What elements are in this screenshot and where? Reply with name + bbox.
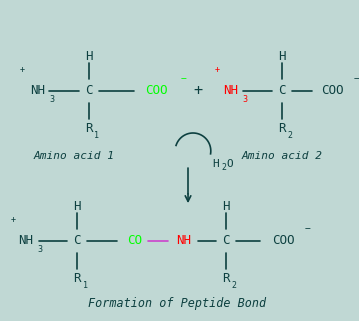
Text: −: −: [180, 74, 186, 84]
Text: C: C: [74, 235, 81, 247]
Text: NH: NH: [18, 235, 33, 247]
Text: Amino acid 1: Amino acid 1: [34, 151, 115, 161]
Text: CO: CO: [127, 235, 142, 247]
Text: NH: NH: [223, 84, 238, 98]
Text: C: C: [85, 84, 93, 98]
Text: O: O: [226, 159, 233, 169]
Text: +: +: [19, 65, 24, 74]
Text: H: H: [278, 49, 286, 63]
Text: NH: NH: [177, 235, 192, 247]
Text: COO: COO: [321, 84, 344, 98]
Text: 3: 3: [37, 245, 42, 254]
Text: H: H: [85, 49, 93, 63]
Text: −: −: [353, 74, 359, 84]
Text: C: C: [222, 235, 229, 247]
Text: R: R: [85, 122, 93, 134]
Text: 3: 3: [49, 94, 54, 103]
Text: +: +: [214, 65, 219, 74]
Text: R: R: [222, 272, 229, 284]
Text: C: C: [278, 84, 286, 98]
Text: Formation of Peptide Bond: Formation of Peptide Bond: [88, 297, 266, 309]
Text: +: +: [194, 83, 202, 99]
Text: +: +: [10, 214, 15, 223]
Text: Amino acid 2: Amino acid 2: [242, 151, 322, 161]
Text: −: −: [305, 224, 311, 234]
Text: 2: 2: [231, 281, 236, 290]
Text: 2: 2: [221, 163, 226, 172]
Text: NH: NH: [30, 84, 45, 98]
Text: R: R: [278, 122, 286, 134]
Text: 1: 1: [83, 281, 88, 290]
Text: 2: 2: [288, 131, 293, 140]
Text: 1: 1: [94, 131, 99, 140]
Text: R: R: [74, 272, 81, 284]
Text: H: H: [213, 159, 219, 169]
Text: COO: COO: [272, 235, 294, 247]
Text: H: H: [74, 199, 81, 213]
Text: 3: 3: [242, 94, 247, 103]
Text: COO: COO: [145, 84, 168, 98]
Text: H: H: [222, 199, 229, 213]
